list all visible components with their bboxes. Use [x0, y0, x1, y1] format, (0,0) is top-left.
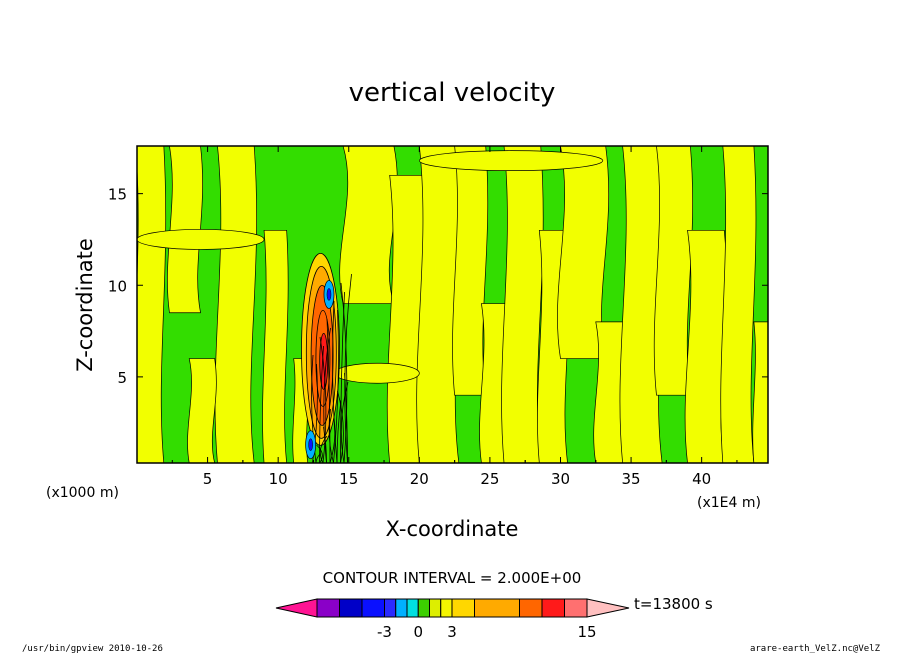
contour-line [319, 336, 327, 463]
y-axis-label: Z-coordinate [73, 238, 97, 372]
contour-line [336, 399, 342, 463]
colorbar-segment [451, 598, 475, 618]
contour-line [337, 390, 344, 463]
x-tick-label: 15 [339, 470, 358, 488]
colorbar-segment [474, 598, 520, 618]
colorbar-segment [384, 598, 397, 618]
colorbar-label: 3 [447, 623, 457, 641]
positive-velocity-region [752, 321, 768, 463]
colorbar-min-arrow [275, 598, 318, 618]
colorbar-segment [519, 598, 543, 618]
x-tick-label: 5 [203, 470, 213, 488]
colorbar-label: 0 [413, 623, 423, 641]
positive-velocity-band [137, 229, 265, 250]
positive-velocity-region [452, 146, 489, 396]
colorbar-segment [429, 598, 442, 618]
downdraft-core [326, 288, 332, 301]
x-axis-label: X-coordinate [386, 517, 519, 541]
x-tick-label: 30 [551, 470, 570, 488]
positive-velocity-region [684, 229, 728, 463]
positive-velocity-region [720, 146, 757, 463]
colorbar-segment [361, 598, 385, 618]
positive-velocity-region [557, 146, 610, 359]
footer-right: arare-earth_VelZ.nc@VelZ [750, 644, 881, 654]
x-unit-label: (x1E4 m) [697, 495, 761, 511]
y-tick-label: 10 [108, 277, 127, 295]
contour-line [326, 318, 331, 463]
contour-line [340, 282, 348, 463]
positive-velocity-region [137, 146, 167, 463]
positive-velocity-region [653, 146, 693, 396]
positive-velocity-region [501, 146, 544, 463]
footer-left: /usr/bin/gpview 2010-10-26 [22, 644, 163, 654]
plot-frame [136, 145, 769, 464]
colorbar-segment [564, 598, 588, 618]
contour-interval-text: CONTOUR INTERVAL = 2.000E+00 [323, 569, 582, 587]
contour-line [333, 309, 339, 463]
positive-velocity-band [334, 362, 420, 384]
positive-velocity-region [167, 146, 203, 314]
downdraft-core [308, 438, 313, 451]
x-tick-label: 35 [622, 470, 641, 488]
y-tick-label: 5 [117, 369, 127, 387]
y-tick-label: 15 [108, 186, 127, 204]
x-tick-label: 10 [269, 470, 288, 488]
contour-line [332, 300, 338, 463]
colorbar-label: -3 [377, 623, 392, 641]
chart-title: vertical velocity [349, 78, 556, 108]
colorbar-segment [440, 598, 453, 618]
positive-velocity-band [418, 150, 604, 172]
colorbar-label: 15 [577, 623, 596, 641]
colorbar-segment [316, 598, 340, 618]
positive-velocity-region [262, 229, 289, 463]
plot-area: 5 10 15 20 25 30 35 40 5 10 15 [108, 145, 769, 488]
x-tick-label: 20 [410, 470, 429, 488]
x-tick-label: 40 [692, 470, 711, 488]
contour-line [344, 273, 352, 463]
contour-line [340, 381, 349, 463]
colorbar-segment [406, 598, 419, 618]
x-tick-label: 25 [480, 470, 499, 488]
contour-fields [137, 146, 768, 463]
time-label: t=13800 s [634, 595, 713, 613]
colorbar-segment [417, 598, 430, 618]
colorbar: -3 0 3 15 [275, 598, 630, 641]
contour-line [316, 444, 323, 463]
x-axis-ticks: 5 10 15 20 25 30 35 40 [171, 146, 738, 488]
y-axis-ticks: 5 10 15 [108, 186, 768, 387]
colorbar-segment [541, 598, 565, 618]
y-unit-label: (x1000 m) [46, 485, 119, 501]
colorbar-segment [395, 598, 408, 618]
positive-velocity-region [339, 146, 398, 304]
colorbar-max-arrow [586, 598, 630, 618]
positive-velocity-region [214, 146, 257, 463]
positive-velocity-region [187, 358, 217, 463]
colorbar-segment [339, 598, 363, 618]
